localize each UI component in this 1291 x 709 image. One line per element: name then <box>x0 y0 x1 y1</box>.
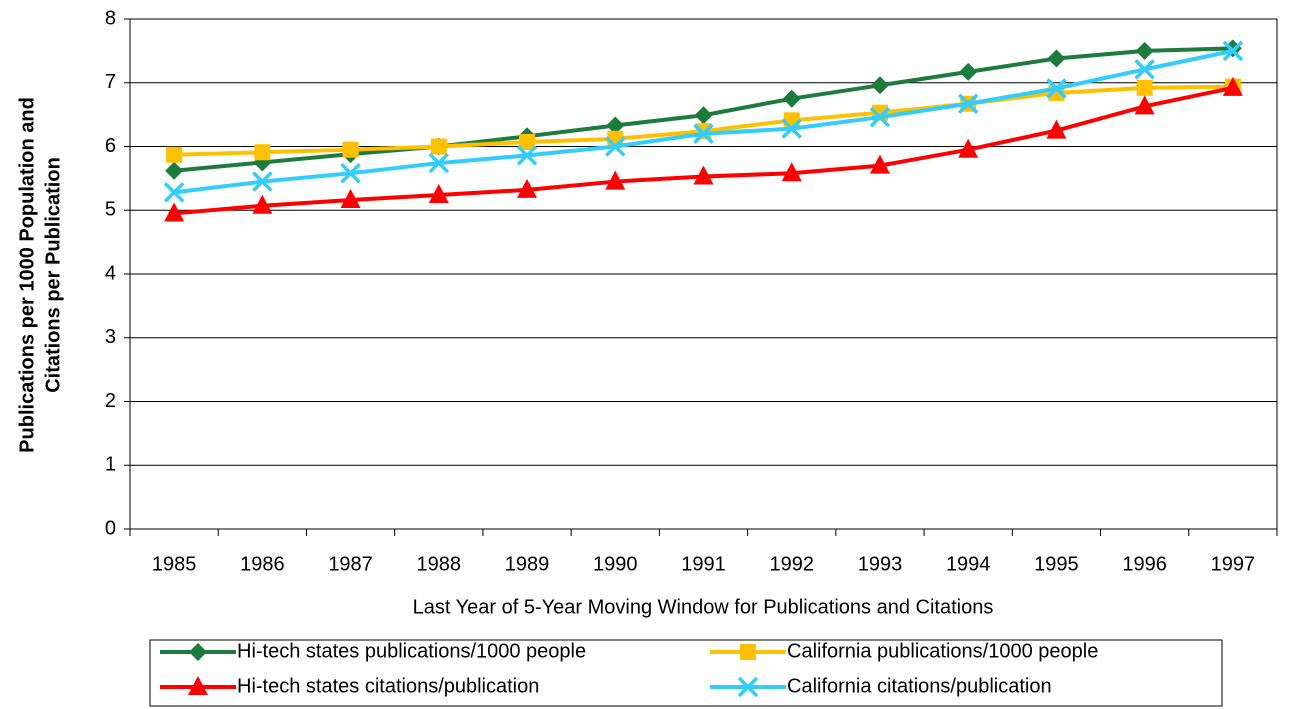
marker <box>340 163 361 184</box>
marker <box>781 162 802 182</box>
marker <box>517 178 538 198</box>
marker <box>252 194 273 214</box>
legend-label: Hi-tech states citations/publication <box>237 675 539 697</box>
y-tick-label: 7 <box>105 71 116 93</box>
marker <box>166 146 183 163</box>
marker <box>605 170 626 190</box>
marker <box>869 106 891 128</box>
marker <box>870 76 889 95</box>
marker <box>1222 40 1244 62</box>
x-tick-label: 1991 <box>681 553 726 575</box>
x-tick-label: 1992 <box>769 553 814 575</box>
marker <box>694 106 713 125</box>
marker <box>163 182 185 203</box>
marker <box>869 154 890 174</box>
marker <box>1046 119 1067 139</box>
marker <box>693 165 714 185</box>
plot-frame <box>129 18 1278 530</box>
legend-marker <box>740 644 756 660</box>
marker <box>782 89 801 108</box>
marker <box>165 161 184 180</box>
marker <box>342 141 359 158</box>
marker <box>252 171 273 192</box>
x-tick-label: 1997 <box>1211 553 1256 575</box>
marker <box>164 202 185 222</box>
y-tick-label: 5 <box>105 199 116 221</box>
marker <box>781 118 802 139</box>
y-tick-label: 2 <box>105 390 116 412</box>
legend-marker <box>188 676 208 695</box>
legend-marker <box>189 643 207 661</box>
marker <box>430 138 447 155</box>
y-axis-title: Publications per 1000 Population and <box>16 97 38 453</box>
y-tick-label: 1 <box>105 454 116 476</box>
y-axis-title: Citations per Publication <box>42 157 64 393</box>
marker <box>519 134 536 151</box>
marker <box>516 145 538 166</box>
x-tick-label: 1993 <box>858 553 903 575</box>
x-tick-label: 1985 <box>152 553 197 575</box>
marker <box>959 62 978 81</box>
marker <box>958 138 979 158</box>
legend-label: California citations/publication <box>787 675 1052 697</box>
x-tick-label: 1989 <box>505 553 550 575</box>
legend-marker <box>737 676 759 698</box>
marker <box>606 116 625 135</box>
y-tick-label: 8 <box>105 7 116 29</box>
marker <box>1047 49 1066 68</box>
marker <box>1222 76 1243 96</box>
y-tick-label: 3 <box>105 326 116 348</box>
x-tick-label: 1994 <box>946 553 991 575</box>
x-tick-label: 1988 <box>417 553 462 575</box>
marker <box>1135 41 1154 60</box>
x-tick-label: 1990 <box>593 553 638 575</box>
x-axis-title: Last Year of 5-Year Moving Window for Pu… <box>413 596 994 618</box>
marker <box>1046 78 1067 99</box>
marker <box>428 183 449 203</box>
legend-label: California publications/1000 people <box>787 640 1098 662</box>
legend-box <box>149 639 1223 707</box>
y-tick-label: 4 <box>105 262 116 284</box>
marker <box>1136 79 1153 96</box>
marker <box>1223 39 1242 58</box>
marker <box>254 144 271 161</box>
marker <box>1134 59 1155 80</box>
marker <box>693 123 714 144</box>
y-tick-label: 0 <box>105 517 116 539</box>
marker <box>428 152 450 174</box>
x-tick-label: 1987 <box>328 553 373 575</box>
marker <box>605 136 626 157</box>
legend-label: Hi-tech states publications/1000 people <box>237 640 586 662</box>
marker <box>695 123 712 140</box>
x-tick-label: 1996 <box>1122 553 1167 575</box>
x-tick-label: 1995 <box>1034 553 1079 575</box>
marker <box>340 189 361 209</box>
marker <box>957 93 979 115</box>
marker <box>1134 95 1155 115</box>
y-tick-label: 6 <box>105 135 116 157</box>
x-tick-label: 1986 <box>240 553 285 575</box>
